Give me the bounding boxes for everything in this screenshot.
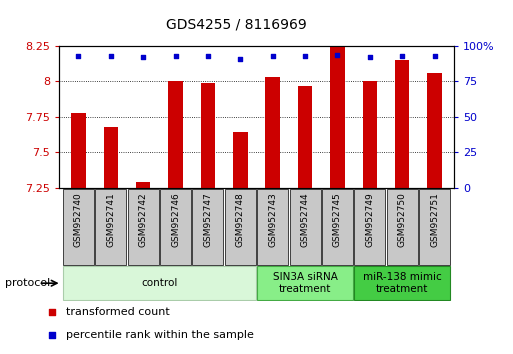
Text: GSM952751: GSM952751 (430, 192, 439, 247)
Point (319, 7, 327, 13)
Bar (104, 127, 118, 188)
Bar (265, 77, 280, 188)
FancyBboxPatch shape (63, 189, 94, 265)
Text: protocol: protocol (5, 278, 50, 288)
Point (269, 53, 277, 59)
FancyBboxPatch shape (63, 266, 256, 300)
Text: control: control (141, 278, 177, 288)
Bar (363, 81, 377, 188)
FancyBboxPatch shape (354, 189, 385, 265)
Text: SIN3A siRNA
treatment: SIN3A siRNA treatment (272, 272, 338, 294)
FancyBboxPatch shape (257, 266, 353, 300)
Text: GSM952746: GSM952746 (171, 192, 180, 247)
Point (319, 217, 327, 222)
Bar (71, 113, 86, 188)
FancyBboxPatch shape (387, 189, 418, 265)
FancyBboxPatch shape (95, 189, 126, 265)
Text: GSM952742: GSM952742 (139, 192, 148, 247)
Text: GSM952743: GSM952743 (268, 192, 277, 247)
Text: GSM952740: GSM952740 (74, 192, 83, 247)
Point (107, 53, 115, 59)
Bar (168, 81, 183, 188)
Point (301, 53, 309, 59)
Text: percentile rank within the sample: percentile rank within the sample (66, 330, 254, 341)
FancyBboxPatch shape (160, 189, 191, 265)
Text: transformed count: transformed count (66, 307, 170, 318)
FancyBboxPatch shape (192, 189, 224, 265)
Text: GSM952750: GSM952750 (398, 192, 407, 247)
Bar (136, 182, 150, 188)
Point (74, 53, 83, 59)
FancyBboxPatch shape (257, 189, 288, 265)
FancyBboxPatch shape (419, 189, 450, 265)
Text: GSM952744: GSM952744 (301, 192, 309, 247)
FancyBboxPatch shape (128, 189, 159, 265)
Bar (330, 46, 345, 188)
Point (204, 53, 212, 59)
Text: GDS4255 / 8116969: GDS4255 / 8116969 (166, 18, 306, 32)
Text: GSM952749: GSM952749 (365, 192, 374, 247)
Point (398, 53, 406, 59)
FancyBboxPatch shape (354, 266, 450, 300)
Text: GSM952745: GSM952745 (333, 192, 342, 247)
Text: GSM952748: GSM952748 (236, 192, 245, 247)
Bar (201, 83, 215, 188)
Point (366, 55, 374, 60)
Text: GSM952747: GSM952747 (204, 192, 212, 247)
FancyBboxPatch shape (322, 189, 353, 265)
Point (139, 55, 147, 60)
Point (430, 53, 439, 59)
Point (333, 52, 342, 57)
Bar (233, 132, 248, 188)
FancyBboxPatch shape (225, 189, 256, 265)
Text: miR-138 mimic
treatment: miR-138 mimic treatment (363, 272, 442, 294)
FancyBboxPatch shape (289, 189, 321, 265)
Bar (298, 86, 312, 188)
Bar (427, 73, 442, 188)
Text: GSM952741: GSM952741 (106, 192, 115, 247)
Bar (395, 60, 409, 188)
Point (171, 53, 180, 59)
Point (236, 56, 244, 62)
